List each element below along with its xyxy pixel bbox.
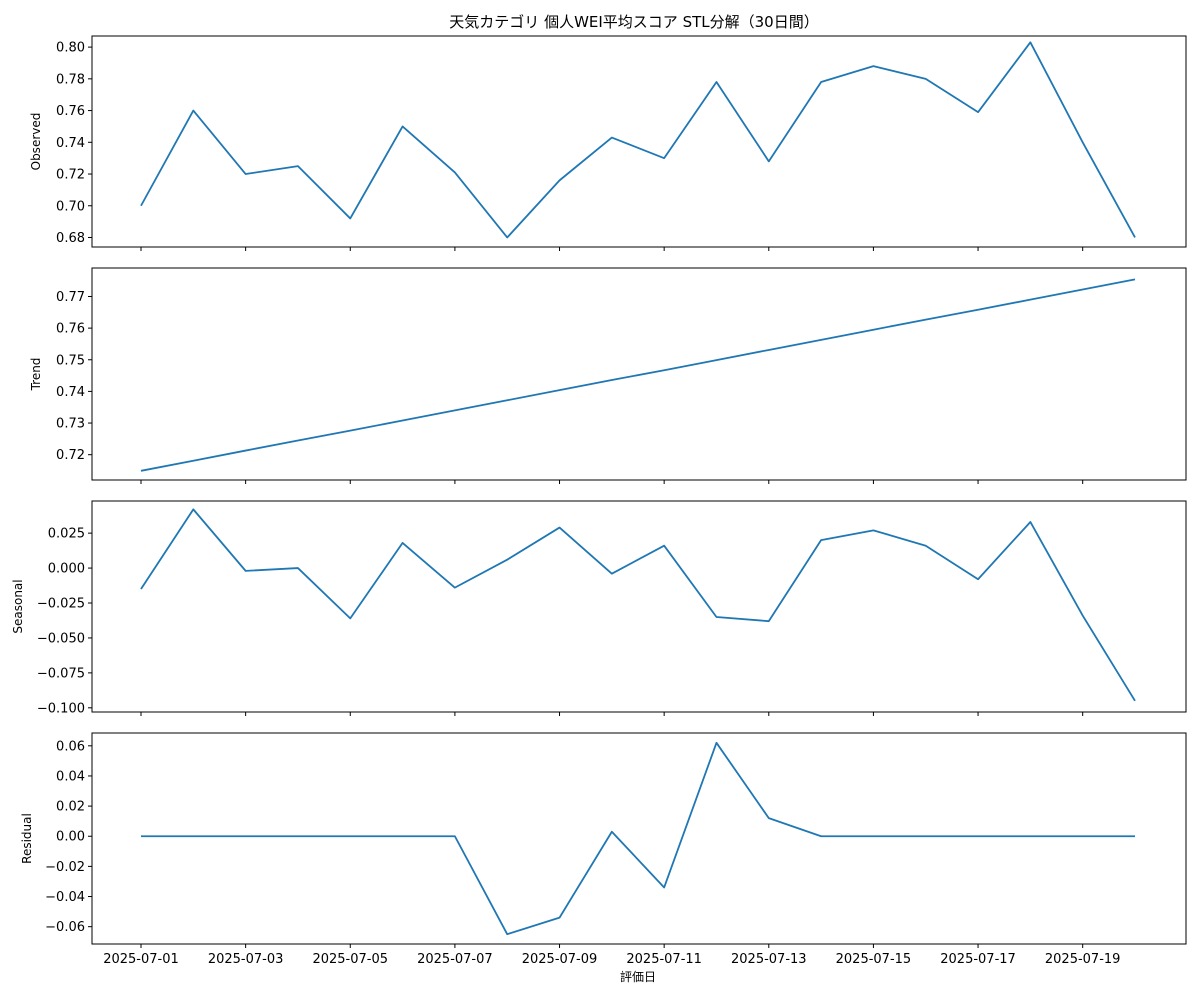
y-axis-label: Observed	[29, 113, 43, 171]
x-tick-label: 2025-07-01	[103, 952, 179, 967]
y-tick-label: 0.04	[56, 769, 85, 784]
x-tick-label: 2025-07-17	[940, 952, 1016, 967]
x-tick-label: 2025-07-19	[1045, 952, 1121, 967]
series-line-residual	[141, 741, 1135, 936]
y-tick-label: 0.68	[56, 231, 85, 246]
x-tick-label: 2025-07-09	[522, 952, 598, 967]
y-tick-label: 0.76	[56, 322, 85, 337]
x-tick-label: 2025-07-03	[208, 952, 284, 967]
panel-frame	[91, 732, 1187, 945]
x-tick-label: 2025-07-07	[417, 952, 493, 967]
y-tick-label: 0.000	[48, 562, 85, 577]
panel-frame	[91, 500, 1187, 713]
y-tick-label: −0.04	[45, 890, 85, 905]
x-tick-label: 2025-07-13	[731, 952, 807, 967]
y-tick-label: −0.050	[37, 631, 85, 646]
y-tick-label: −0.075	[37, 666, 85, 681]
panel-trend: 0.72 0.73 0.74 0.75 0.76 0.77 Trend	[29, 267, 1187, 484]
y-tick-label: −0.02	[45, 860, 85, 875]
series-line-seasonal	[140, 508, 1136, 702]
y-tick-label: −0.06	[45, 920, 85, 935]
y-tick-label: 0.025	[48, 527, 85, 542]
y-tick-label: −0.100	[37, 701, 85, 716]
panel-frame	[91, 35, 1187, 248]
series-line-trend	[140, 278, 1136, 472]
series-line-observed	[140, 41, 1136, 239]
y-axis-label: Seasonal	[11, 579, 25, 633]
y-tick-label: 0.72	[56, 448, 85, 463]
panel-observed: 0.68 0.70 0.72 0.74 0.76 0.78 0.80 Observed	[29, 35, 1187, 251]
y-tick-label: 0.77	[56, 290, 85, 305]
y-tick-label: 0.72	[56, 168, 85, 183]
y-tick-label: −0.025	[37, 597, 85, 612]
panel-frame	[91, 267, 1187, 481]
y-tick-label: 0.76	[56, 104, 85, 119]
y-tick-label: 0.78	[56, 72, 85, 87]
y-tick-label: 0.80	[56, 41, 85, 56]
panel-seasonal: 0.025 0.000 −0.025 −0.050 −0.075 −0.100 Season…	[11, 500, 1187, 716]
y-tick-label: 0.06	[56, 739, 85, 754]
y-tick-label: 0.02	[56, 800, 85, 815]
y-tick-label: 0.70	[56, 199, 85, 214]
x-tick-label: 2025-07-05	[312, 952, 388, 967]
panels: 0.68 0.70 0.72 0.74 0.76 0.78 0.80 Observed 0.72…	[11, 35, 1187, 967]
x-tick-label: 2025-07-11	[626, 952, 702, 967]
y-tick-label: 0.00	[56, 830, 85, 845]
panel-residual: 0.06 0.04 0.02 0.00 −0.02 −0.04 −0.06 Residual	[20, 732, 1187, 948]
y-tick-label: 0.74	[56, 136, 85, 151]
chart-title: 天気カテゴリ 個人WEI平均スコア STL分解（30日間）	[449, 13, 818, 31]
y-axis-label: Residual	[20, 813, 34, 864]
y-tick-label: 0.74	[56, 385, 85, 400]
x-tick-label: 2025-07-15	[836, 952, 912, 967]
x-axis-label: 評価日	[620, 969, 656, 984]
y-axis-label: Trend	[29, 358, 43, 392]
y-tick-label: 0.75	[56, 353, 85, 368]
y-tick-label: 0.73	[56, 417, 85, 432]
